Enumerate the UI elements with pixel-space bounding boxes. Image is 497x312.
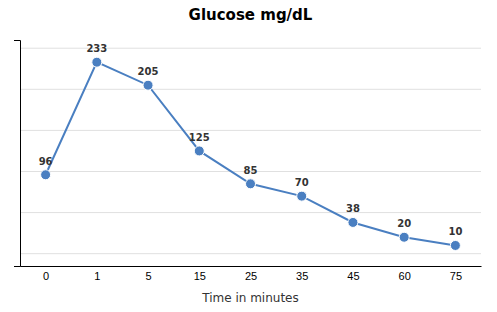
x-tick-label: 5 bbox=[145, 270, 151, 282]
x-tick: 0 bbox=[43, 266, 49, 282]
data-label: 20 bbox=[397, 218, 411, 229]
chart: 015152535456075962332051258570382010Gluc… bbox=[0, 0, 497, 312]
point bbox=[143, 80, 153, 90]
x-tick-label: 0 bbox=[43, 270, 49, 282]
x-tick-label: 15 bbox=[194, 270, 206, 282]
x-tick-label: 35 bbox=[296, 270, 308, 282]
x-tick-label: 60 bbox=[399, 270, 411, 282]
point bbox=[399, 232, 409, 242]
data-label: 10 bbox=[448, 226, 462, 237]
grid-line bbox=[20, 253, 481, 254]
x-tick: 45 bbox=[347, 266, 359, 282]
x-tick: 75 bbox=[450, 266, 462, 282]
x-tick: 35 bbox=[296, 266, 308, 282]
x-axis: 015152535456075 bbox=[21, 266, 482, 282]
grid-line bbox=[20, 130, 481, 131]
point bbox=[450, 240, 460, 250]
point bbox=[297, 191, 307, 201]
x-tick: 1 bbox=[94, 266, 100, 282]
plot: 015152535456075962332051258570382010 bbox=[14, 41, 482, 282]
data-label: 85 bbox=[244, 165, 258, 176]
x-tick-label: 25 bbox=[245, 270, 257, 282]
point bbox=[41, 170, 51, 180]
x-tick: 15 bbox=[194, 266, 206, 282]
data-label: 125 bbox=[189, 132, 210, 143]
x-axis-title: Time in minutes bbox=[201, 291, 299, 305]
point bbox=[92, 57, 102, 67]
data-label: 38 bbox=[346, 203, 360, 214]
data-labels: 96 233 205 125 85 70 38 20 10 bbox=[39, 43, 463, 237]
y-axis-line bbox=[14, 41, 21, 267]
data-label: 70 bbox=[295, 177, 309, 188]
x-tick: 5 bbox=[145, 266, 151, 282]
point bbox=[348, 217, 358, 227]
x-tick-label: 1 bbox=[94, 270, 100, 282]
line bbox=[46, 62, 456, 245]
grid bbox=[20, 48, 481, 253]
point bbox=[194, 146, 204, 156]
title: Glucose mg/dL bbox=[189, 6, 313, 24]
data-label: 205 bbox=[138, 66, 159, 77]
grid-line bbox=[20, 89, 481, 90]
x-tick-label: 75 bbox=[450, 270, 462, 282]
marks bbox=[41, 57, 461, 250]
data-label: 96 bbox=[39, 156, 53, 167]
y-axis bbox=[14, 41, 21, 267]
x-tick: 25 bbox=[245, 266, 257, 282]
grid-line bbox=[20, 212, 481, 213]
data-label: 233 bbox=[86, 43, 107, 54]
x-tick-label: 45 bbox=[347, 270, 359, 282]
point bbox=[246, 179, 256, 189]
x-axis-line bbox=[21, 266, 482, 267]
x-tick: 60 bbox=[399, 266, 411, 282]
